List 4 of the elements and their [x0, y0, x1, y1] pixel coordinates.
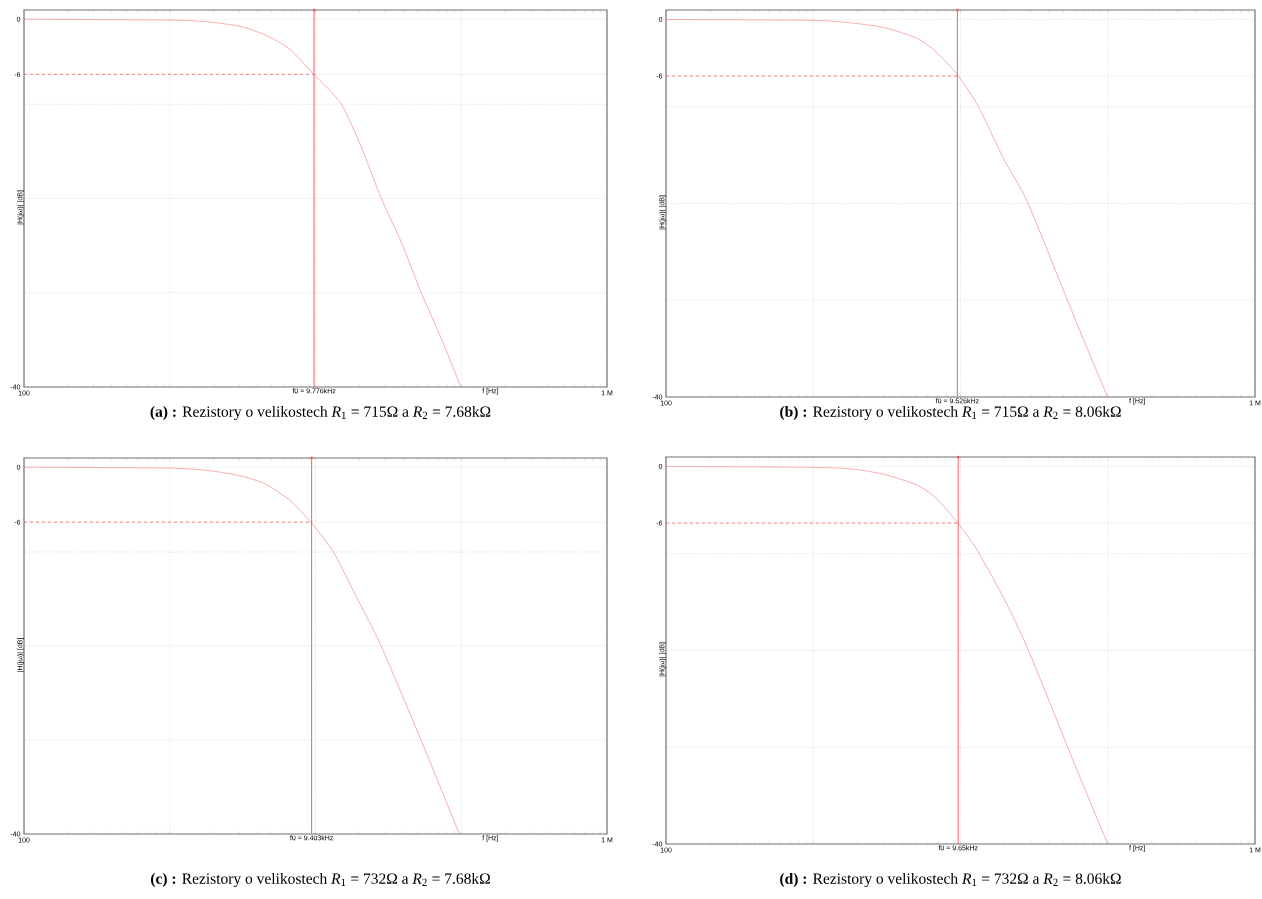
text: (d) : Rezistory o velikostech R$_{1}$ = 732Ω a R$_{2}$ = 8.06kΩ [780, 872, 1121, 888]
text: (a) : Rezistory o velikostech R$_{1}$ = 715Ω a R$_{2}$ = 7.68kΩ [150, 405, 491, 421]
text: (b) : Rezistory o velikostech R$_{1}$ = 715Ω a R$_{2}$ = 8.06kΩ [780, 405, 1121, 421]
text: (c) : Rezistory o velikostech R$_{1}$ = 732Ω a R$_{2}$ = 7.68kΩ [151, 872, 490, 888]
